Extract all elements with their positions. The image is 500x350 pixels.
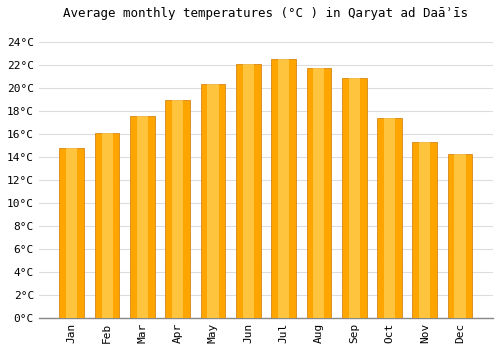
Bar [66, 148, 78, 318]
Bar [384, 118, 395, 318]
Bar [314, 68, 324, 318]
Bar [448, 154, 472, 318]
Bar [137, 116, 148, 318]
Bar [172, 100, 184, 318]
Bar [208, 84, 218, 318]
Bar [454, 154, 466, 318]
Bar [166, 100, 190, 318]
Bar [102, 133, 112, 318]
Bar [200, 84, 226, 318]
Title: Average monthly temperatures (°C ) in Qaryat ad Daāʾīs: Average monthly temperatures (°C ) in Qa… [64, 7, 468, 20]
Bar [306, 68, 331, 318]
Bar [60, 148, 84, 318]
Bar [130, 116, 155, 318]
Bar [348, 78, 360, 318]
Bar [412, 142, 437, 318]
Bar [271, 58, 296, 318]
Bar [236, 64, 260, 318]
Bar [242, 64, 254, 318]
Bar [419, 142, 430, 318]
Bar [278, 58, 289, 318]
Bar [94, 133, 120, 318]
Bar [342, 78, 366, 318]
Bar [377, 118, 402, 318]
